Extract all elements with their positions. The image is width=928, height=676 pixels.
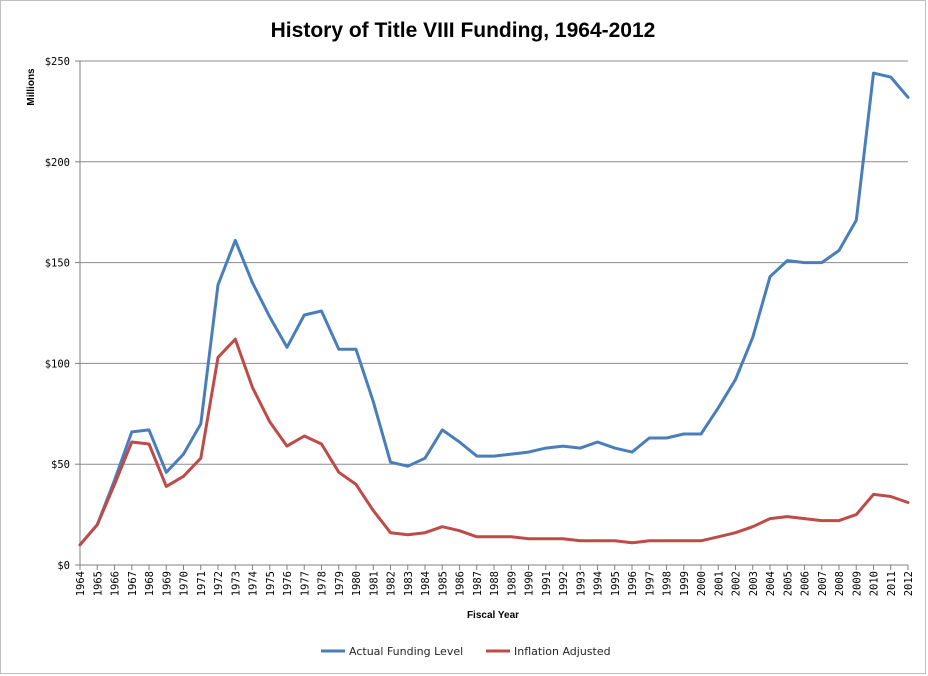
series-line-0 <box>78 71 910 547</box>
y-tick-label: $200 <box>45 157 70 169</box>
legend-label: Inflation Adjusted <box>514 645 611 658</box>
x-tick-label: 1979 <box>334 571 346 596</box>
x-tick-label: 1980 <box>351 571 363 596</box>
x-tick-label: 1978 <box>317 571 329 596</box>
x-tick-label: 1990 <box>524 571 536 596</box>
y-axis-ticks: $0 $50 $100 $150 $200 $250 <box>45 56 70 572</box>
x-tick-label: 1989 <box>506 571 518 596</box>
x-tick-label: 2005 <box>782 571 794 596</box>
x-tick-label: 1964 <box>75 571 87 596</box>
x-tick-label: 1983 <box>403 571 415 596</box>
x-tick-label: 2001 <box>713 571 725 596</box>
y-tick-label: $50 <box>51 459 70 471</box>
gridlines <box>75 60 908 566</box>
x-tick-label: 2010 <box>869 571 881 596</box>
x-tick-label: 1992 <box>558 571 570 596</box>
x-tick-label: 1977 <box>299 571 311 596</box>
x-tick-label: 1975 <box>265 571 277 596</box>
x-tick-label: 1988 <box>489 571 501 596</box>
x-tick-label: 1995 <box>610 571 622 596</box>
x-tick-label: 1965 <box>92 571 104 596</box>
x-tick-label: 1967 <box>127 571 139 596</box>
x-tick-label: 2000 <box>696 571 708 596</box>
x-tick-label: 1970 <box>179 571 191 596</box>
x-tick-label: 1966 <box>110 571 122 596</box>
x-tick-label: 2011 <box>886 571 898 596</box>
series-line-1 <box>78 337 910 547</box>
x-tick-label: 1998 <box>662 571 674 596</box>
x-axis-ticks: 1964 1965 1966 1967 1968 1969 1970 1971 1972 1973… <box>75 565 915 596</box>
x-tick-label: 1976 <box>282 571 294 596</box>
x-tick-label: 1971 <box>196 571 208 596</box>
x-tick-label: 2004 <box>765 571 777 596</box>
y-tick-label: $150 <box>45 258 70 270</box>
legend-label: Actual Funding Level <box>349 645 463 658</box>
chart-title: History of Title VIII Funding, 1964-2012 <box>271 19 656 42</box>
x-tick-label: 1972 <box>213 571 225 596</box>
x-tick-label: 1987 <box>472 571 484 596</box>
x-tick-label: 2007 <box>817 571 829 596</box>
x-tick-label: 1997 <box>644 571 656 596</box>
y-tick-label: $0 <box>57 560 70 572</box>
x-tick-label: 2008 <box>834 571 846 596</box>
x-tick-label: 1986 <box>455 571 467 596</box>
series-lines <box>78 71 910 547</box>
x-tick-label: 1973 <box>230 571 242 596</box>
x-tick-label: 1985 <box>437 571 449 596</box>
x-tick-label: 1984 <box>420 571 432 596</box>
x-tick-label: 2002 <box>731 571 743 596</box>
x-tick-label: 2003 <box>748 571 760 596</box>
legend: Actual Funding Level Inflation Adjusted <box>321 645 611 658</box>
y-tick-label: $100 <box>45 358 70 370</box>
y-axis-label: Millions <box>26 68 37 106</box>
x-tick-label: 1981 <box>368 571 380 596</box>
x-tick-label: 1982 <box>386 571 398 596</box>
x-tick-label: 1968 <box>144 571 156 596</box>
y-tick-label: $250 <box>45 56 70 68</box>
x-tick-label: 1993 <box>575 571 587 596</box>
x-tick-label: 2012 <box>903 571 915 596</box>
x-tick-label: 1994 <box>593 571 605 596</box>
x-tick-label: 2009 <box>851 571 863 596</box>
x-tick-label: 1999 <box>679 571 691 596</box>
x-tick-label: 1974 <box>248 571 260 596</box>
x-tick-label: 1991 <box>541 571 553 596</box>
x-tick-label: 2006 <box>800 571 812 596</box>
x-axis-label: Fiscal Year <box>467 610 519 621</box>
x-tick-label: 1969 <box>161 571 173 596</box>
x-tick-label: 1996 <box>627 571 639 596</box>
